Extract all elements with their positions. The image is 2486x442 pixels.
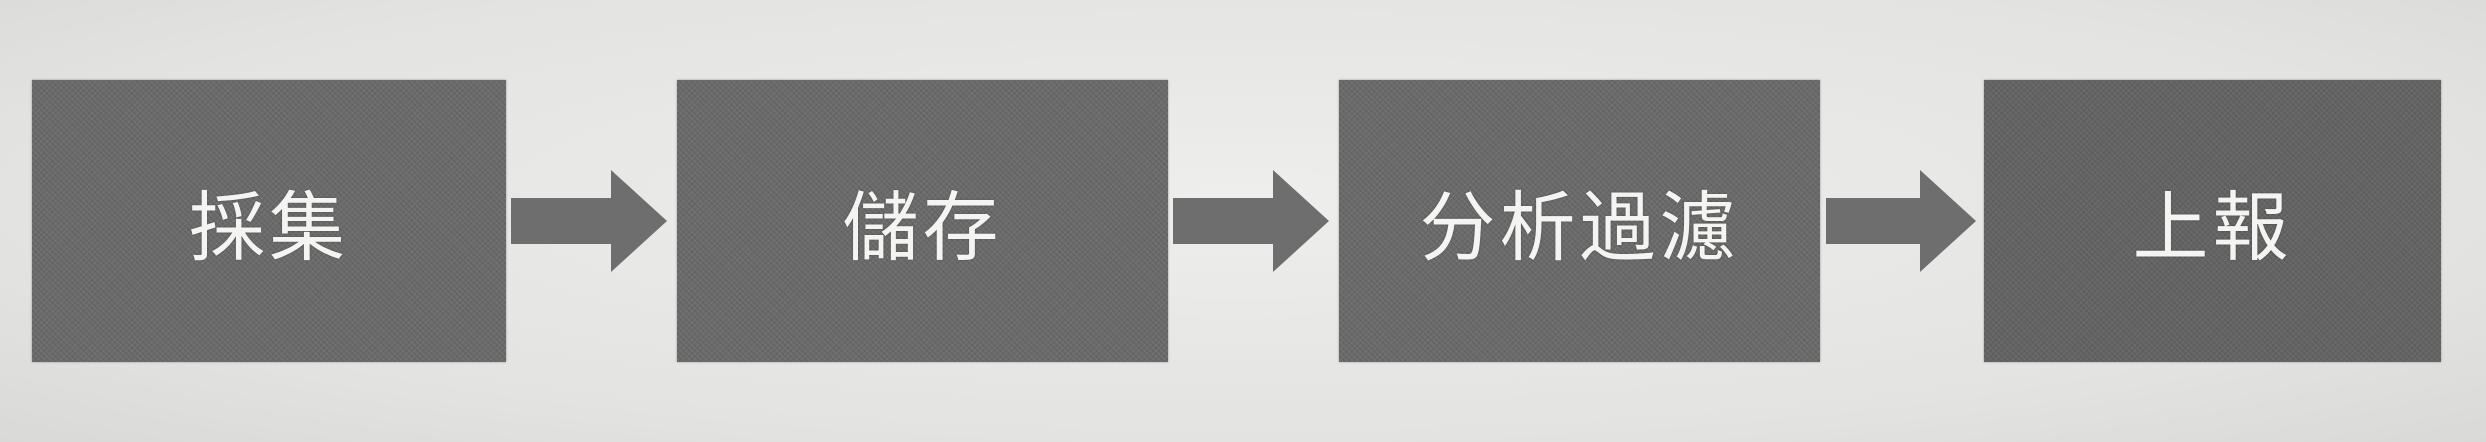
step-box-collect: 採集: [32, 80, 506, 362]
arrow-right-icon: [1826, 170, 1976, 272]
step-box-store: 儲存: [677, 80, 1168, 362]
step-label-collect: 採集: [189, 183, 349, 272]
arrow-right-icon: [1173, 170, 1329, 272]
step-label-store: 儲存: [842, 183, 1003, 272]
step-label-analyze-filter: 分析過濾: [1419, 183, 1740, 272]
step-box-report: 上報: [1984, 80, 2441, 362]
step-box-analyze-filter: 分析過濾: [1339, 80, 1820, 362]
step-label-report: 上報: [2132, 183, 2293, 272]
arrow-right-icon: [511, 170, 667, 272]
